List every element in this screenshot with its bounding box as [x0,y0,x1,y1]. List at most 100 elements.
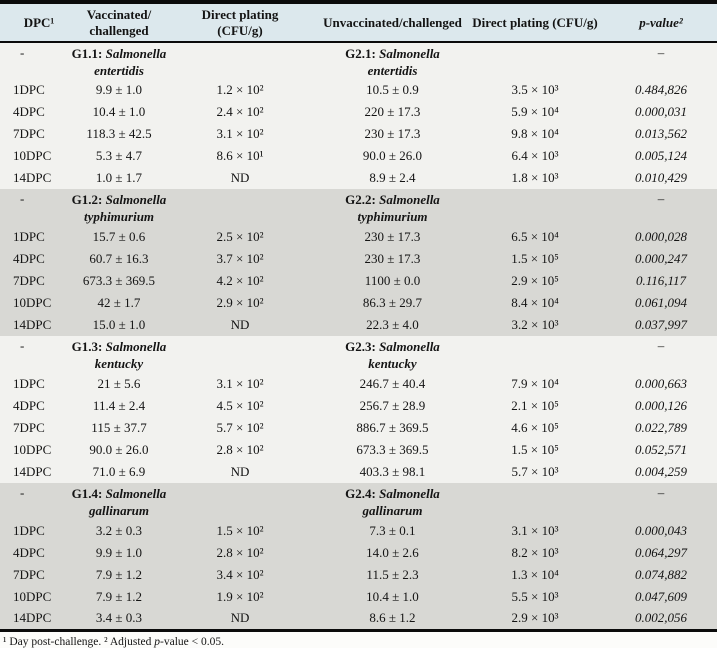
species-label-left: G1.2: Salmonella typhimurium [72,192,167,226]
dpc-cell: 10DPC [0,439,78,461]
data-row: 4DPC 11.4 ± 2.4 4.5 × 10² 256.7 ± 28.9 2.1 ×… [0,395,717,417]
group-code: G1.3: [71,339,106,354]
vaccinated-plating-cell: ND [160,167,320,189]
vaccinated-mean-cell: 60.7 ± 16.3 [78,248,160,270]
dpc-cell: 10DPC [0,586,78,608]
p-value-cell: 0.000,031 [605,101,717,123]
data-row: 7DPC 7.9 ± 1.2 3.4 × 10² 11.5 ± 2.3 1.3 × 10… [0,564,717,586]
spacer-cell [465,483,605,520]
col-header-unvaccinated: Unvaccinated/challenged [320,2,465,43]
species-dash-cell: - [0,483,78,520]
species-left-cell: G1.3: Salmonella kentucky [72,336,166,373]
vaccinated-plating-cell: 2.8 × 10² [160,542,320,564]
species-left-cell: G1.2: Salmonella typhimurium [72,189,166,226]
data-row: 10DPC 42 ± 1.7 2.9 × 10² 86.3 ± 29.7 8.4 × 1… [0,292,717,314]
spacer-cell [160,483,320,520]
species-label-left: G1.3: Salmonella kentucky [72,339,167,373]
species-pvalue-dash-cell: – [605,42,717,79]
vaccinated-mean-cell: 118.3 ± 42.5 [78,123,160,145]
dpc-cell: 10DPC [0,292,78,314]
species-line1: G1.4: Salmonella [72,486,167,503]
species-line2: typhimurium [357,208,428,224]
p-value-cell: 0.116,117 [605,270,717,292]
species-line2: entertidis [94,62,144,78]
unvaccinated-plating-cell: 3.5 × 10³ [465,79,605,101]
unvaccinated-plating-cell: 7.9 × 10⁴ [465,373,605,395]
unvaccinated-plating-cell: 2.9 × 10³ [465,608,605,630]
data-row: 4DPC 60.7 ± 16.3 3.7 × 10² 230 ± 17.3 1.5 × … [0,248,717,270]
genus-name: Salmonella [105,46,167,61]
dpc-cell: 1DPC [0,79,78,101]
footnote-italic-p: p [154,635,161,648]
vaccinated-mean-cell: 3.2 ± 0.3 [78,520,160,542]
dpc-cell: 4DPC [0,395,78,417]
unvaccinated-mean-cell: 90.0 ± 26.0 [320,145,465,167]
vaccinated-mean-cell: 15.7 ± 0.6 [78,226,160,248]
p-value-cell: 0.002,056 [605,608,717,630]
species-right-cell: G2.3: Salmonella kentucky [320,336,465,373]
p-value-cell: 0.000,126 [605,395,717,417]
species-dash-cell: - [0,42,78,79]
unvaccinated-plating-cell: 2.9 × 10⁵ [465,270,605,292]
species-line2: typhimurium [83,208,155,224]
species-line2: entertidis [367,62,418,78]
species-label-right: G2.1: Salmonella entertidis [345,46,440,80]
unvaccinated-plating-cell: 8.4 × 10⁴ [465,292,605,314]
vaccinated-plating-cell: 4.5 × 10² [160,395,320,417]
species-row: - G1.3: Salmonella kentucky G2.3: Salmonell… [0,336,717,373]
dpc-cell: 1DPC [0,226,78,248]
spacer-cell [465,42,605,79]
col-header-vaccinated: Vaccinated/challenged [78,2,160,43]
vaccinated-mean-cell: 21 ± 5.6 [78,373,160,395]
vaccinated-plating-cell: ND [160,314,320,336]
vaccinated-plating-cell: ND [160,608,320,630]
p-value-cell: 0.010,429 [605,167,717,189]
vaccinated-mean-cell: 3.4 ± 0.3 [78,608,160,630]
unvaccinated-plating-cell: 5.5 × 10³ [465,586,605,608]
unvaccinated-mean-cell: 230 ± 17.3 [320,248,465,270]
data-row: 7DPC 115 ± 37.7 5.7 × 10² 886.7 ± 369.5 4.6 … [0,417,717,439]
species-line2: kentucky [94,355,144,371]
species-right-cell: G2.1: Salmonella entertidis [320,42,465,79]
unvaccinated-mean-cell: 10.5 ± 0.9 [320,79,465,101]
vaccinated-mean-cell: 5.3 ± 4.7 [78,145,160,167]
unvaccinated-mean-cell: 11.5 ± 2.3 [320,564,465,586]
species-line1: G2.4: Salmonella [345,486,440,503]
vaccinated-plating-cell: 2.9 × 10² [160,292,320,314]
species-label-right: G2.4: Salmonella gallinarum [345,486,440,520]
unvaccinated-mean-cell: 14.0 ± 2.6 [320,542,465,564]
species-left-cell: G1.1: Salmonella entertidis [72,42,166,79]
unvaccinated-mean-cell: 22.3 ± 4.0 [320,314,465,336]
unvaccinated-mean-cell: 230 ± 17.3 [320,123,465,145]
unvaccinated-plating-cell: 4.6 × 10⁵ [465,417,605,439]
group-code: G1.4: [71,486,106,501]
unvaccinated-plating-cell: 1.3 × 10⁴ [465,564,605,586]
unvaccinated-plating-cell: 3.1 × 10³ [465,520,605,542]
p-value-cell: 0.005,124 [605,145,717,167]
vaccinated-mean-cell: 11.4 ± 2.4 [78,395,160,417]
p-value-cell: 0.484,826 [605,79,717,101]
dpc-cell: 4DPC [0,101,78,123]
unvaccinated-plating-cell: 1.5 × 10⁵ [465,439,605,461]
species-line1: G1.2: Salmonella [72,192,167,209]
spacer-cell [465,336,605,373]
unvaccinated-plating-cell: 5.9 × 10⁴ [465,101,605,123]
vaccinated-plating-cell: 1.5 × 10² [160,520,320,542]
species-pvalue-dash-cell: – [605,336,717,373]
p-value-cell: 0.000,043 [605,520,717,542]
vaccinated-plating-cell: 2.4 × 10² [160,101,320,123]
spacer-cell [160,189,320,226]
p-value-cell: 0.052,571 [605,439,717,461]
unvaccinated-mean-cell: 86.3 ± 29.7 [320,292,465,314]
unvaccinated-plating-cell: 2.1 × 10⁵ [465,395,605,417]
header-line: Unvaccinated/challenged [323,14,462,30]
vaccinated-plating-cell: 3.1 × 10² [160,373,320,395]
p-value-cell: 0.000,247 [605,248,717,270]
group-code: G1.2: [71,192,106,207]
species-label-left: G1.1: Salmonella entertidis [72,46,167,80]
table-footnote: ¹ Day post-challenge. ² Adjusted p-value… [0,632,717,648]
species-line2: kentucky [368,355,417,371]
data-row: 14DPC 3.4 ± 0.3 ND 8.6 ± 1.2 2.9 × 10³ 0.002,… [0,608,717,630]
vaccinated-mean-cell: 1.0 ± 1.7 [78,167,160,189]
data-row: 1DPC 15.7 ± 0.6 2.5 × 10² 230 ± 17.3 6.5 × 1… [0,226,717,248]
